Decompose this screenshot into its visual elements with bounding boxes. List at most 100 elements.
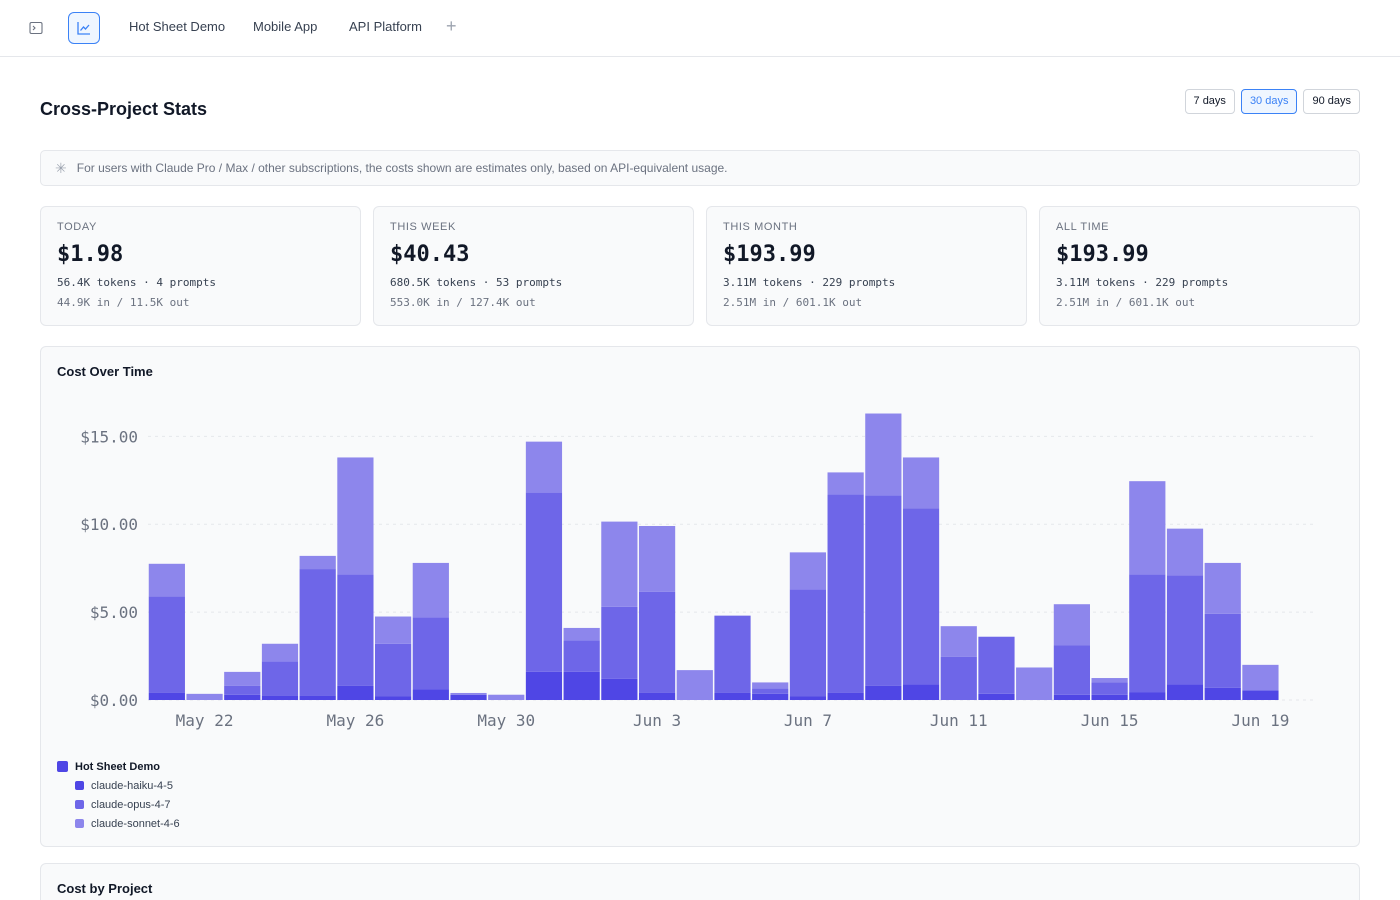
stat-label: TODAY — [57, 221, 97, 233]
bar-segment-claude-opus-4-7 — [1204, 613, 1241, 688]
bar-segment-claude-sonnet-4-6 — [563, 627, 600, 641]
bar-segment-claude-opus-4-7 — [1166, 575, 1204, 685]
stat-tokens-prompts: 680.5K tokens · 53 prompts — [390, 276, 563, 289]
bar-segment-claude-haiku-4-5 — [261, 695, 299, 700]
x-tick-label: May 26 — [327, 711, 385, 730]
stat-tokens-prompts: 3.11M tokens · 229 prompts — [1056, 276, 1229, 289]
x-tick-label: Jun 7 — [784, 711, 832, 730]
bar-segment-claude-sonnet-4-6 — [412, 562, 449, 618]
bar-segment-claude-haiku-4-5 — [1053, 694, 1090, 700]
bar-segment-claude-opus-4-7 — [1129, 574, 1166, 693]
cost-over-time-chart: $0.00 $5.00 $10.00 $15.00 May 22 May 26 May 30… — [80, 413, 1317, 730]
panel-title: Cost Over Time — [57, 364, 153, 379]
legend-model-label: claude-opus-4-7 — [91, 798, 171, 811]
bar-segment-claude-sonnet-4-6 — [450, 692, 487, 695]
bar-segment-claude-sonnet-4-6 — [940, 626, 977, 657]
bar-segment-claude-opus-4-7 — [714, 615, 751, 693]
stat-tokens-prompts: 56.4K tokens · 4 prompts — [57, 276, 216, 289]
bar-segment-claude-opus-4-7 — [1091, 682, 1128, 695]
bar-segment-claude-haiku-4-5 — [638, 692, 676, 700]
bar-segment-claude-haiku-4-5 — [563, 671, 600, 700]
tab-api-platform[interactable]: API Platform — [349, 19, 422, 34]
legend-swatch — [57, 761, 68, 772]
y-tick-label: $0.00 — [90, 691, 138, 710]
stat-in-out: 553.0K in / 127.4K out — [390, 296, 536, 309]
bar-segment-claude-haiku-4-5 — [450, 694, 487, 700]
page-title: Cross-Project Stats — [40, 99, 208, 119]
bar-segment-claude-sonnet-4-6 — [1091, 678, 1128, 683]
cost-over-time-panel: Cost Over Time $0.00 $5.00 $10.00 $15.00 May… — [40, 346, 1360, 847]
legend-swatch — [75, 800, 84, 809]
y-tick-label: $15.00 — [80, 427, 138, 446]
bar-segment-claude-haiku-4-5 — [412, 689, 449, 700]
bar-segment-claude-sonnet-4-6 — [752, 682, 789, 689]
x-tick-label: Jun 11 — [930, 711, 988, 730]
bar-segment-claude-haiku-4-5 — [601, 678, 638, 700]
bar-segment-claude-haiku-4-5 — [1242, 690, 1279, 700]
add-tab-button[interactable]: + — [446, 16, 457, 36]
tab-mobile-app[interactable]: Mobile App — [253, 19, 318, 34]
bar-segment-claude-sonnet-4-6 — [1166, 528, 1204, 576]
legend-model-sonnet[interactable]: claude-sonnet-4-6 — [57, 814, 180, 833]
chart-legend: Hot Sheet Demo claude-haiku-4-5 claude-o… — [57, 757, 180, 833]
bar-segment-claude-sonnet-4-6 — [1129, 481, 1166, 575]
legend-project[interactable]: Hot Sheet Demo — [57, 757, 180, 776]
stat-amount: $1.98 — [57, 242, 124, 267]
x-tick-label: May 30 — [477, 711, 535, 730]
legend-model-label: claude-haiku-4-5 — [91, 779, 173, 792]
bar-segment-claude-haiku-4-5 — [224, 694, 261, 700]
bar-segment-claude-opus-4-7 — [148, 596, 185, 693]
bar-segment-claude-opus-4-7 — [789, 589, 827, 697]
tab-hot-sheet-demo[interactable]: Hot Sheet Demo — [129, 19, 226, 34]
bar-segment-claude-sonnet-4-6 — [902, 457, 940, 509]
bar-segment-claude-sonnet-4-6 — [1204, 562, 1241, 614]
bar-segment-claude-opus-4-7 — [563, 640, 600, 672]
range-90-days-button[interactable]: 90 days — [1303, 89, 1360, 114]
top-bar: Hot Sheet Demo Mobile App API Platform + — [0, 0, 1400, 57]
bar-segment-claude-opus-4-7 — [337, 574, 374, 686]
bar-segment-claude-sonnet-4-6 — [375, 616, 412, 644]
bar-segment-claude-sonnet-4-6 — [525, 441, 563, 493]
bar-segment-claude-sonnet-4-6 — [676, 670, 713, 700]
stat-label: THIS MONTH — [723, 221, 798, 233]
bar-segment-claude-opus-4-7 — [299, 569, 336, 696]
bar-segment-claude-opus-4-7 — [261, 661, 299, 696]
stat-label: ALL TIME — [1056, 221, 1110, 233]
range-7-days-button[interactable]: 7 days — [1184, 89, 1235, 114]
bar-segment-claude-opus-4-7 — [375, 643, 412, 697]
bar-segment-claude-haiku-4-5 — [1204, 687, 1241, 700]
legend-model-haiku[interactable]: claude-haiku-4-5 — [57, 776, 180, 795]
stat-card-today: TODAY $1.98 56.4K tokens · 4 prompts 44.… — [40, 206, 361, 326]
x-tick-label: May 22 — [176, 711, 234, 730]
bar-segment-claude-sonnet-4-6 — [224, 671, 261, 686]
bar-segment-claude-haiku-4-5 — [827, 692, 864, 700]
stat-amount: $193.99 — [723, 242, 816, 267]
range-30-days-button[interactable]: 30 days — [1240, 89, 1298, 114]
terminal-icon[interactable] — [20, 12, 52, 44]
bar-segment-claude-opus-4-7 — [865, 495, 902, 686]
bar-segment-claude-sonnet-4-6 — [299, 555, 336, 570]
bar-segment-claude-sonnet-4-6 — [865, 413, 902, 496]
stat-amount: $193.99 — [1056, 242, 1149, 267]
stat-amount: $40.43 — [390, 242, 470, 267]
stat-in-out: 2.51M in / 601.1K out — [723, 296, 863, 309]
x-tick-label: Jun 19 — [1232, 711, 1290, 730]
bar-segment-claude-opus-4-7 — [638, 591, 676, 693]
legend-model-opus[interactable]: claude-opus-4-7 — [57, 795, 180, 814]
bar-segment-claude-haiku-4-5 — [525, 671, 563, 700]
bar-segment-claude-haiku-4-5 — [1166, 684, 1204, 700]
x-tick-label: Jun 15 — [1081, 711, 1139, 730]
bar-segment-claude-haiku-4-5 — [714, 692, 751, 700]
stats-chart-icon[interactable] — [68, 12, 100, 44]
stat-in-out: 2.51M in / 601.1K out — [1056, 296, 1196, 309]
bar-segment-claude-opus-4-7 — [224, 685, 261, 695]
bar-segment-claude-sonnet-4-6 — [1016, 667, 1053, 700]
bar-segment-claude-opus-4-7 — [827, 494, 864, 693]
notice-text: For users with Claude Pro / Max / other … — [76, 161, 728, 175]
bar-segment-claude-haiku-4-5 — [375, 696, 412, 700]
bar-segment-claude-sonnet-4-6 — [789, 552, 827, 590]
stat-card-this-month: THIS MONTH $193.99 3.11M tokens · 229 pr… — [706, 206, 1027, 326]
bar-segment-claude-sonnet-4-6 — [601, 521, 638, 607]
stat-card-all-time: ALL TIME $193.99 3.11M tokens · 229 prom… — [1039, 206, 1360, 326]
bar-segment-claude-haiku-4-5 — [902, 684, 940, 700]
